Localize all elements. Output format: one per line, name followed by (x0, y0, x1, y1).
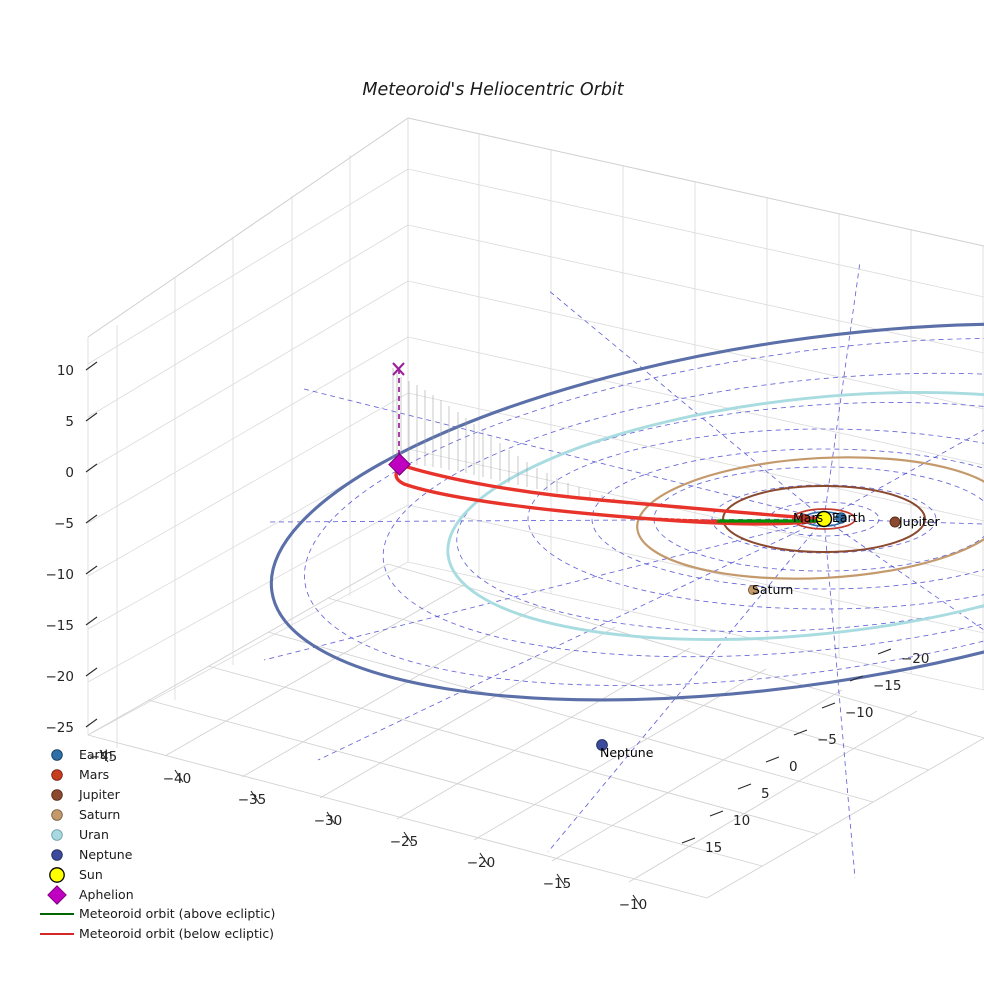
orbit-neptune (269, 322, 984, 702)
meteoroid-orbit (394, 464, 826, 526)
y-tick: 5 (761, 786, 770, 802)
legend-label-neptune: Neptune (79, 847, 133, 862)
y-tick: 0 (789, 759, 798, 775)
marker-jupiter (889, 516, 901, 528)
earth-label: Earth (832, 510, 866, 525)
z-axis-tick-labels: 10 5 0 −5 −10 −15 −20 −25 (46, 363, 75, 736)
axis-ticks (85, 361, 892, 908)
y-tick: 15 (705, 840, 722, 856)
orbit-saturn (636, 456, 984, 580)
polar-grid (263, 261, 984, 879)
x-tick: −35 (238, 792, 267, 808)
y-tick: 10 (733, 813, 750, 829)
marker-saturn (747, 584, 759, 596)
orbit-uranus (446, 390, 984, 642)
mars-label: Mars (793, 510, 823, 525)
neptune-label: Neptune (600, 745, 654, 760)
x-tick: −20 (467, 855, 496, 871)
legend-marker-earth (51, 749, 63, 761)
z-tick: 5 (65, 414, 74, 430)
axes-panes (87, 117, 984, 899)
page-title: Meteoroid's Heliocentric Orbit (362, 80, 624, 100)
floor-pane-grid (87, 563, 984, 899)
z-tick: −10 (46, 567, 75, 583)
z-tick: −15 (46, 618, 75, 634)
y-axis-tick-labels: −20 −15 −10 −5 0 5 10 15 (705, 651, 930, 856)
y-tick: −5 (817, 732, 837, 748)
legend-label-mars: Mars (79, 767, 109, 782)
marker-sun (815, 510, 833, 528)
z-tick: 10 (57, 363, 74, 379)
marker-mars (799, 513, 811, 525)
legend-label-sun: Sun (79, 867, 103, 882)
meteoroid-orbit-below-ecliptic-return (394, 464, 826, 526)
legend-marker-saturn (51, 809, 63, 821)
z-tick: −5 (54, 516, 74, 532)
x-tick: −10 (619, 897, 648, 913)
projection-stems (392, 368, 628, 505)
aphelion-diamond-marker (388, 453, 411, 476)
legend-label-above-ecliptic: Meteoroid orbit (above ecliptic) (79, 906, 275, 921)
marker-neptune (596, 739, 608, 751)
y-tick: −10 (845, 705, 874, 721)
x-tick: −30 (314, 813, 343, 829)
aphelion-x-icon (392, 362, 405, 376)
legend-marker-aphelion (47, 885, 67, 905)
legend-label-earth: Earth (79, 747, 113, 762)
legend-label-uran: Uran (79, 827, 109, 842)
z-tick: −25 (46, 720, 75, 736)
saturn-label: Saturn (752, 582, 793, 597)
left-pane-grid (87, 117, 409, 748)
body-markers (596, 510, 901, 751)
orbit-mars (792, 508, 856, 530)
x-tick: −25 (390, 834, 419, 850)
legend-label-below-ecliptic: Meteoroid orbit (below ecliptic) (79, 926, 274, 941)
aphelion-group (388, 362, 411, 476)
z-tick: −20 (46, 669, 75, 685)
legend-marker-neptune (51, 849, 63, 861)
x-tick: −40 (163, 771, 192, 787)
body-annotations: Mars Earth Jupiter Saturn Neptune (600, 510, 941, 760)
y-tick: −20 (901, 651, 930, 667)
z-tick: 0 (65, 465, 74, 481)
meteoroid-orbit-below-ecliptic (402, 464, 826, 521)
marker-earth (835, 512, 847, 524)
legend-marker-mars (51, 769, 63, 781)
y-tick: −15 (873, 678, 902, 694)
x-tick: −15 (543, 876, 572, 892)
x-axis-tick-labels: −45 −40 −35 −30 −25 −20 −15 −10 (89, 749, 648, 913)
legend: Earth Mars Jupiter Saturn Uran Neptune S… (40, 747, 275, 941)
jupiter-label: Jupiter (898, 514, 941, 529)
legend-label-aphelion: Aphelion (79, 887, 134, 902)
legend-marker-sun (49, 867, 65, 883)
x-tick: −45 (89, 749, 118, 765)
legend-label-jupiter: Jupiter (78, 787, 121, 802)
legend-marker-uran (51, 829, 63, 841)
orbit-jupiter (722, 485, 926, 553)
legend-marker-jupiter (51, 789, 63, 801)
legend-label-saturn: Saturn (79, 807, 120, 822)
